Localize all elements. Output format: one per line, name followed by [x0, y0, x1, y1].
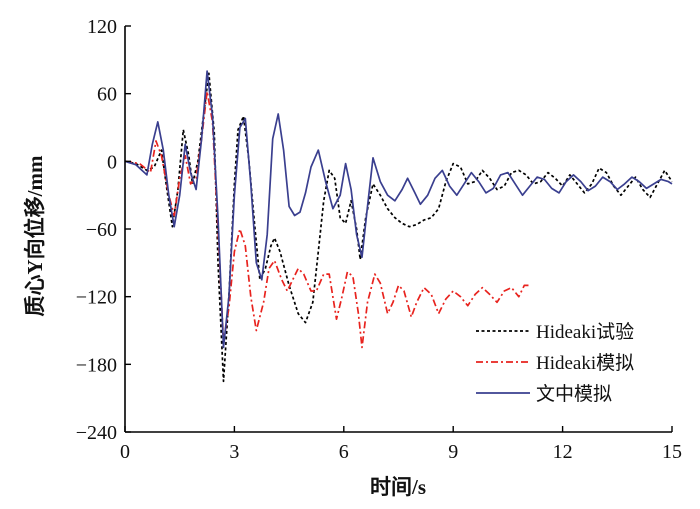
series-line-2 [124, 90, 530, 349]
legend-label-1: Hideaki试验 [536, 321, 634, 343]
y-tick-label: −120 [76, 287, 117, 309]
y-tick-label: −60 [86, 219, 117, 241]
y-tick-label: −240 [76, 422, 117, 444]
x-tick-label: 12 [553, 441, 573, 463]
x-tick-label: 15 [662, 441, 682, 463]
y-tick-label: 0 [107, 151, 117, 173]
x-tick-label: 3 [229, 441, 239, 463]
y-axis-title: 质心Y向位移/mm [23, 155, 47, 316]
y-tick-label: 60 [97, 84, 117, 106]
x-tick-label: 6 [339, 441, 349, 463]
series-layer [124, 70, 673, 383]
legend-label-3: 文中模拟 [536, 383, 612, 405]
x-axis-title: 时间/s [370, 475, 426, 499]
x-tick-label: 0 [120, 441, 130, 463]
legend-label-2: Hideaki模拟 [536, 352, 634, 374]
x-tick-label: 9 [448, 441, 458, 463]
series-line-3 [124, 70, 673, 349]
y-tick-label: −180 [76, 354, 117, 376]
y-tick-label: 120 [87, 16, 117, 38]
